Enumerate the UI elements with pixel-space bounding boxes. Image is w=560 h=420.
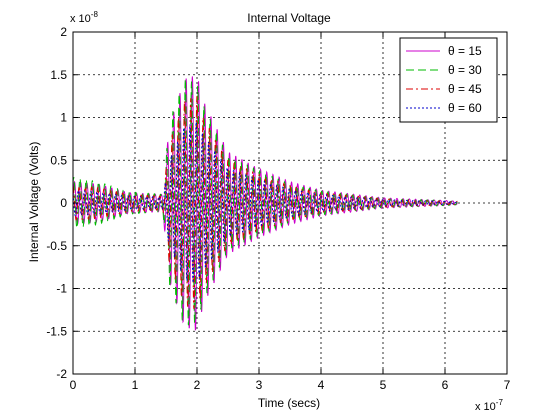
x-tick-label: 5 <box>380 378 387 392</box>
series-layer <box>72 76 458 331</box>
x-tick-label: 0 <box>70 378 77 392</box>
y-axis-label: Internal Voltage (Volts) <box>27 142 41 263</box>
y-tick-label: 2 <box>60 25 67 39</box>
x-tick-label: 6 <box>442 378 449 392</box>
x-axis-label: Time (secs) <box>258 396 320 410</box>
y-tick-label: -1.5 <box>46 324 67 338</box>
y-axis-multiplier-base: x 10 <box>70 13 91 25</box>
y-tick-label: 1 <box>60 111 67 125</box>
x-axis-multiplier-base: x 10 <box>475 401 496 413</box>
y-tick-label: -2 <box>56 367 67 381</box>
y-axis-multiplier: x 10-8 <box>70 10 98 25</box>
x-tick-label: 4 <box>318 378 325 392</box>
x-axis-multiplier: x 10-7 <box>475 398 503 413</box>
x-axis-multiplier-exponent: -7 <box>496 398 504 407</box>
x-tick-labels: 0 1 2 3 4 5 6 7 <box>70 378 511 392</box>
y-axis-multiplier-exponent: -8 <box>91 10 99 19</box>
legend-label: θ = 45 <box>448 82 482 96</box>
legend-label: θ = 15 <box>448 44 482 58</box>
series-line-theta-2 <box>72 79 458 326</box>
legend-label: θ = 60 <box>448 101 482 115</box>
y-tick-label: 0.5 <box>50 153 67 167</box>
x-tick-label: 2 <box>194 378 201 392</box>
legend: θ = 15 θ = 30 θ = 45 θ = 60 <box>399 37 498 123</box>
y-tick-label: 0 <box>60 196 67 210</box>
y-tick-label: -1 <box>56 282 67 296</box>
x-tick-label: 3 <box>256 378 263 392</box>
x-tick-label: 7 <box>504 378 511 392</box>
y-tick-label: -0.5 <box>46 239 67 253</box>
x-tick-label: 1 <box>132 378 139 392</box>
y-tick-labels: -2 -1.5 -1 -0.5 0 0.5 1 1.5 2 <box>46 25 67 381</box>
series-line-theta-3 <box>72 95 458 309</box>
legend-box <box>399 37 498 123</box>
axes <box>72 31 508 375</box>
chart-title: Internal Voltage <box>247 11 331 25</box>
y-tick-label: 1.5 <box>50 68 67 82</box>
legend-label: θ = 30 <box>448 63 482 77</box>
